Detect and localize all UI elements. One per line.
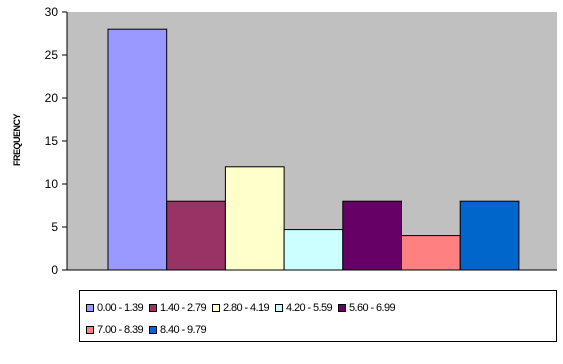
legend-swatch — [149, 326, 157, 334]
bar-7 — [459, 200, 520, 271]
bar-5 — [342, 200, 402, 271]
y-axis-label: FREQUENCY — [12, 114, 22, 167]
legend-swatch — [212, 304, 220, 312]
y-tick-label: 15 — [45, 134, 59, 148]
y-tick-label: 25 — [45, 48, 59, 62]
legend-label: 7.00 - 8.39 — [97, 324, 144, 336]
legend-row-2: 7.00 - 8.39 8.40 - 9.79 — [86, 319, 556, 341]
legend-swatch — [86, 304, 94, 312]
legend-swatch — [338, 304, 346, 312]
legend-item: 1.40 - 2.79 — [149, 302, 207, 314]
legend-label: 5.60 - 6.99 — [349, 302, 396, 314]
bar-4 — [283, 229, 344, 271]
legend-item: 7.00 - 8.39 — [86, 324, 144, 336]
legend-item: 5.60 - 6.99 — [338, 302, 396, 314]
y-tick-label: 10 — [45, 177, 59, 191]
legend-swatch — [275, 304, 283, 312]
y-tick-label: 30 — [45, 5, 59, 19]
legend-label: 2.80 - 4.19 — [223, 302, 270, 314]
bar-1 — [107, 28, 168, 271]
legend-label: 0.00 - 1.39 — [97, 302, 144, 314]
legend-item: 8.40 - 9.79 — [149, 324, 207, 336]
legend-swatch — [86, 326, 94, 334]
legend: 0.00 - 1.39 1.40 - 2.79 2.80 - 4.19 4.20 - … — [79, 290, 557, 342]
legend-label: 4.20 - 5.59 — [286, 302, 333, 314]
y-tick-label: 5 — [51, 220, 58, 234]
y-tick-label: 20 — [45, 91, 59, 105]
legend-row-1: 0.00 - 1.39 1.40 - 2.79 2.80 - 4.19 4.20 - … — [86, 297, 556, 319]
y-tick-label: 0 — [51, 263, 58, 277]
legend-swatch — [149, 304, 157, 312]
legend-item: 4.20 - 5.59 — [275, 302, 333, 314]
bar-2 — [166, 200, 226, 271]
legend-label: 8.40 - 9.79 — [160, 324, 207, 336]
bar-6 — [401, 235, 461, 271]
legend-item: 0.00 - 1.39 — [86, 302, 144, 314]
legend-label: 1.40 - 2.79 — [160, 302, 207, 314]
bar-3 — [224, 166, 285, 271]
legend-item: 2.80 - 4.19 — [212, 302, 270, 314]
chart: 0 5 10 15 20 25 30 FREQUENCY — [12, 5, 557, 277]
